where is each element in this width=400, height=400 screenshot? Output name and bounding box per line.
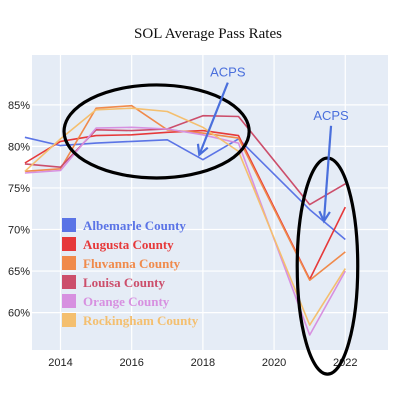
highlight-ellipse [62,83,251,180]
grid [32,55,388,350]
legend-label: Fluvanna County [83,256,181,271]
series-lines [24,104,347,336]
x-tick-label: 2020 [262,357,286,369]
highlight-ellipse [295,156,360,376]
legend-swatch [62,275,76,289]
axes: 60%65%70%75%80%85%2014 2016 2018 2020 2022 [8,100,358,369]
annotation-arrowhead [196,143,209,157]
annotation-label: ACPS [313,108,349,123]
legend-label: Rockingham County [83,313,199,328]
y-tick-label: 60% [8,308,30,320]
y-tick-label: 65% [8,266,30,278]
y-tick-label: 85% [8,100,30,112]
series-line-albemarle-county [24,136,346,241]
legend-swatch [62,294,76,308]
legend-swatch [62,313,76,327]
annotation-arrow [198,82,229,156]
legend-label: Orange County [83,294,170,309]
legend-swatch [62,256,76,270]
x-tick-label: 2016 [119,357,143,369]
legend-swatch [62,237,76,251]
annotations: ACPS ACPS [196,65,349,224]
legend-swatch [62,218,76,232]
x-tick-label: 2018 [191,357,215,369]
y-tick-label: 70% [8,225,30,237]
y-tick-label: 75% [8,183,30,195]
y-tick-label: 80% [8,141,30,153]
highlight-ellipses [62,83,360,376]
chart-title: SOL Average Pass Rates [134,26,282,42]
annotation-arrow [322,125,333,222]
series-line-rockingham-county [24,107,346,326]
legend: Albemarle County Augusta County Fluvanna C… [62,218,199,328]
annotation-label: ACPS [210,65,246,80]
legend-label: Augusta County [83,237,174,252]
series-line-orange-county [24,126,346,336]
annotation-arrowhead [318,210,331,224]
legend-label: Louisa County [83,275,165,290]
legend-label: Albemarle County [83,218,186,233]
x-tick-label: 2014 [48,357,72,369]
